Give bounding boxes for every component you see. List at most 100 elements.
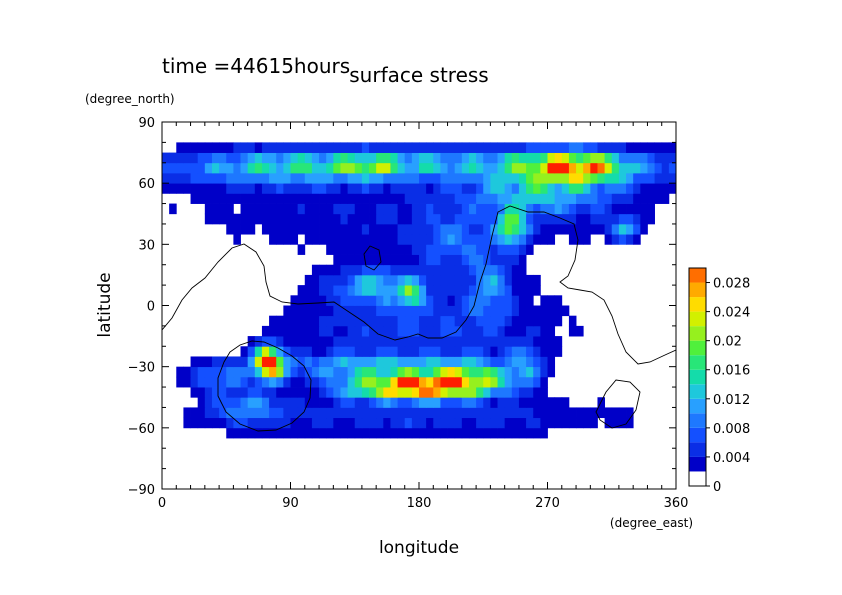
field-cell	[369, 336, 377, 347]
field-cell	[361, 234, 370, 245]
field-cell	[162, 172, 170, 184]
field-cell	[568, 142, 577, 153]
field-cell	[440, 234, 448, 245]
field-cell	[583, 407, 591, 419]
field-cell	[376, 366, 384, 378]
field-cell	[254, 142, 263, 153]
field-cell	[597, 223, 606, 235]
field-cell	[304, 387, 313, 398]
field-cell	[261, 376, 270, 388]
field-cell	[290, 203, 299, 215]
field-cell	[333, 152, 341, 164]
field-cell	[247, 397, 256, 408]
field-cell	[361, 356, 370, 368]
field-cell	[276, 315, 284, 327]
field-cell	[197, 162, 206, 174]
field-cell	[654, 193, 663, 204]
field-cell	[311, 264, 320, 276]
field-cell	[626, 193, 634, 204]
field-cell	[304, 274, 313, 286]
field-cell	[333, 356, 341, 368]
field-cell	[533, 274, 541, 286]
field-cell	[204, 183, 213, 194]
field-cell	[447, 346, 456, 357]
field-cell	[647, 162, 655, 174]
field-cell	[568, 213, 577, 225]
field-cell	[233, 183, 241, 194]
field-cell	[311, 142, 320, 153]
field-cell	[447, 407, 456, 419]
field-cell	[447, 172, 456, 184]
field-cell	[233, 213, 241, 225]
field-cell	[226, 417, 234, 429]
field-cell	[326, 417, 334, 429]
field-cell	[490, 193, 498, 204]
field-cell	[526, 325, 534, 337]
field-cell	[326, 305, 334, 317]
field-cell	[326, 142, 334, 153]
field-cell	[511, 152, 520, 164]
field-cell	[518, 274, 527, 286]
field-cell	[576, 162, 584, 174]
field-cell	[354, 172, 363, 184]
field-cell	[361, 223, 370, 235]
field-cell	[404, 193, 413, 204]
field-cell	[261, 407, 270, 419]
field-cell	[511, 223, 520, 235]
field-cell	[468, 407, 477, 419]
colorbar-swatch	[689, 311, 706, 327]
field-cell	[426, 336, 434, 347]
field-cell	[390, 203, 398, 215]
field-cell	[568, 193, 577, 204]
field-cell	[468, 366, 477, 378]
field-cell	[226, 427, 234, 439]
field-cell	[376, 203, 384, 215]
field-cell	[269, 203, 277, 215]
field-cell	[354, 366, 363, 378]
field-cell	[233, 427, 241, 439]
field-cell	[311, 152, 320, 164]
field-cell	[468, 254, 477, 266]
field-cell	[297, 346, 306, 357]
field-cell	[369, 346, 377, 357]
field-cell	[340, 376, 349, 388]
field-cell	[504, 244, 513, 255]
field-cell	[397, 346, 406, 357]
field-cell	[297, 305, 306, 317]
field-cell	[240, 397, 249, 408]
field-cell	[290, 417, 299, 429]
field-cell	[311, 397, 320, 408]
field-cell	[261, 325, 270, 337]
field-cell	[269, 356, 277, 368]
field-cell	[611, 234, 620, 245]
field-cell	[269, 397, 277, 408]
field-cell	[340, 427, 349, 439]
field-cell	[468, 213, 477, 225]
field-cell	[290, 376, 299, 388]
field-cell	[626, 203, 634, 215]
field-cell	[233, 223, 241, 235]
field-cell	[504, 387, 513, 398]
field-cell	[490, 264, 498, 276]
colorbar-tick-label: 0.008	[713, 422, 750, 437]
field-cell	[547, 397, 556, 408]
field-cell	[311, 203, 320, 215]
field-cell	[340, 244, 349, 255]
field-cell	[397, 315, 406, 327]
field-cell	[533, 234, 541, 245]
field-cell	[369, 193, 377, 204]
field-cell	[447, 387, 456, 398]
field-cell	[247, 193, 256, 204]
field-cell	[311, 417, 320, 429]
field-cell	[347, 254, 356, 266]
field-cell	[290, 295, 299, 306]
field-cell	[311, 325, 320, 337]
field-cell	[426, 162, 434, 174]
field-cell	[540, 305, 548, 317]
field-cell	[354, 254, 363, 266]
field-cell	[404, 244, 413, 255]
field-cell	[240, 162, 249, 174]
field-cell	[468, 172, 477, 184]
field-cell	[397, 213, 406, 225]
field-cell	[254, 203, 263, 215]
